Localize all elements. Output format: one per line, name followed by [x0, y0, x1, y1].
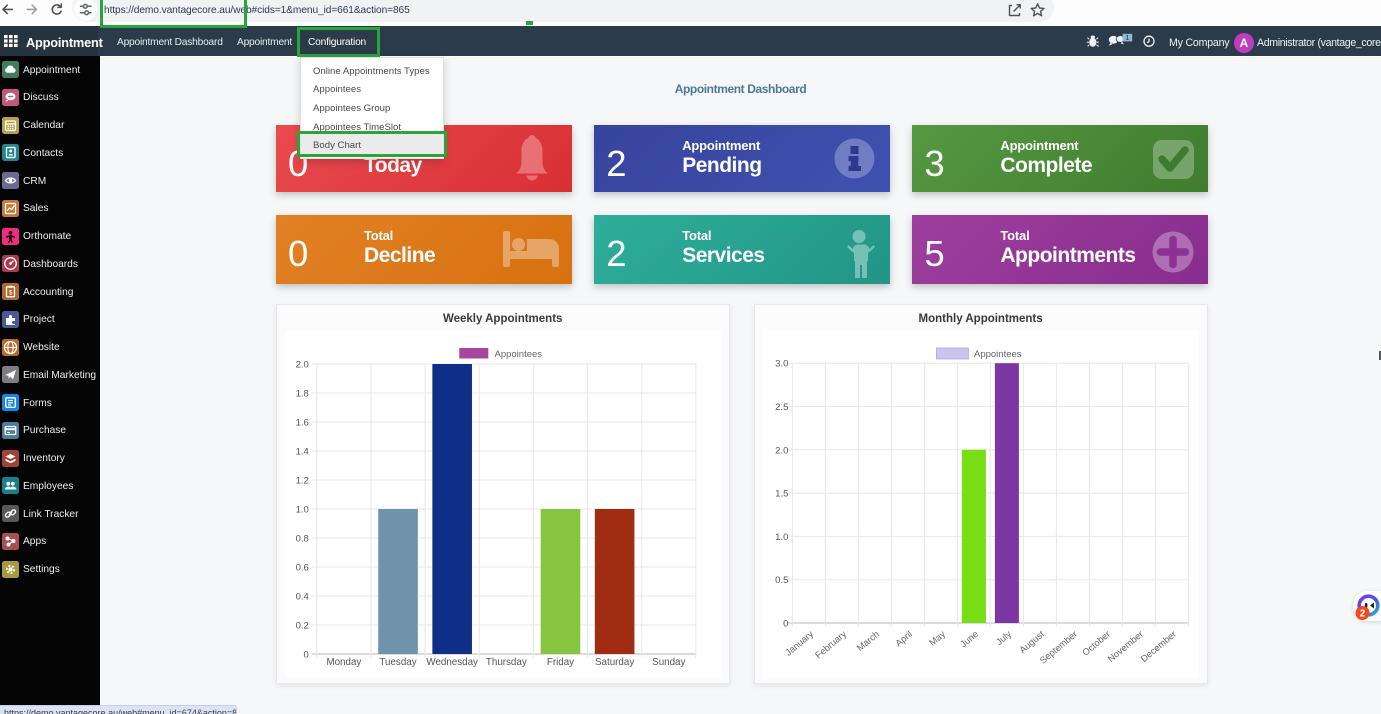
svg-text:November: November: [1105, 628, 1144, 663]
svg-text:Tuesday: Tuesday: [379, 657, 416, 668]
svg-text:0.4: 0.4: [295, 591, 308, 602]
svg-text:May: May: [927, 628, 947, 647]
svg-text:2.0: 2.0: [295, 359, 308, 370]
svg-text:0.6: 0.6: [295, 562, 308, 573]
svg-text:June: June: [958, 628, 980, 649]
svg-text:1.0: 1.0: [775, 531, 788, 542]
svg-text:August: August: [1017, 628, 1046, 655]
svg-text:April: April: [893, 628, 914, 648]
svg-text:Sunday: Sunday: [652, 657, 685, 668]
svg-text:1.4: 1.4: [295, 446, 308, 457]
svg-text:December: December: [1138, 628, 1177, 663]
svg-text:0: 0: [303, 649, 308, 660]
svg-text:1: 1: [1125, 33, 1129, 42]
svg-text:Appointees: Appointees: [974, 349, 1022, 360]
svg-text:1.5: 1.5: [775, 488, 788, 499]
svg-text:0: 0: [783, 618, 788, 629]
svg-text:1.6: 1.6: [295, 417, 308, 428]
svg-text:2.0: 2.0: [775, 445, 788, 456]
svg-text:1.0: 1.0: [295, 504, 308, 515]
svg-text:0.2: 0.2: [295, 620, 308, 631]
svg-text:Friday: Friday: [547, 657, 574, 668]
svg-text:March: March: [855, 628, 881, 652]
svg-text:2: 2: [1360, 609, 1366, 620]
svg-text:2.5: 2.5: [775, 402, 788, 413]
svg-text:0.8: 0.8: [295, 533, 308, 544]
svg-text:0.5: 0.5: [775, 575, 788, 586]
svg-text:Appointees: Appointees: [494, 349, 542, 360]
svg-text:July: July: [994, 628, 1013, 647]
svg-text:Wednesday: Wednesday: [426, 657, 478, 668]
svg-text:Thursday: Thursday: [486, 657, 527, 668]
svg-text:October: October: [1080, 628, 1112, 657]
svg-text:January: January: [783, 628, 815, 657]
svg-text:3.0: 3.0: [775, 358, 788, 369]
svg-text:1.2: 1.2: [295, 475, 308, 486]
svg-text:Monday: Monday: [326, 657, 361, 668]
svg-text:1.8: 1.8: [295, 388, 308, 399]
svg-text:$: $: [9, 290, 13, 297]
svg-text:Saturday: Saturday: [595, 657, 634, 668]
svg-text:February: February: [813, 628, 848, 660]
